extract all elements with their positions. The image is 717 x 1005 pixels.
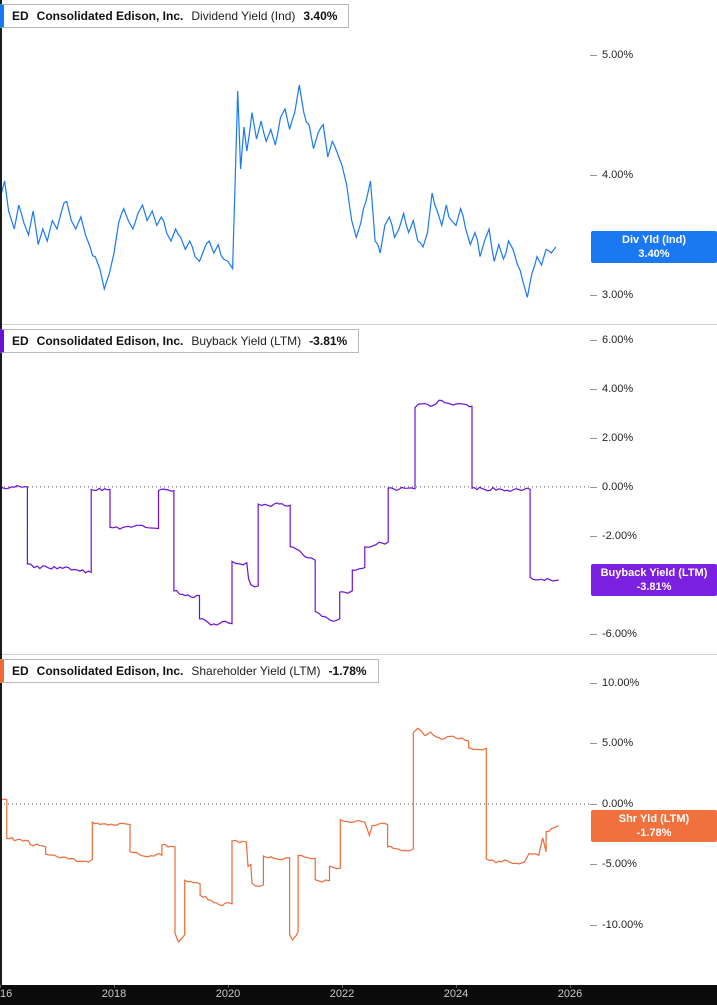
x-axis-tick-mark — [114, 985, 115, 988]
y-axis-tick-label: 0.00% — [602, 798, 634, 810]
chart-header-dividend-yield: ED Consolidated Edison, Inc. Dividend Yi… — [0, 4, 350, 28]
y-axis-tick-label: 4.00% — [602, 383, 634, 395]
tick-mark — [590, 486, 597, 488]
y-axis-shareholder-yield: Shr Yld (LTM) -1.78% 10.00% 5.00% 0.00% -5.… — [590, 655, 717, 985]
y-axis-tick: 5.00% — [590, 736, 633, 750]
ticker-symbol: ED — [12, 664, 29, 678]
tick-mark — [590, 682, 597, 684]
y-axis-tick: 4.00% — [590, 382, 633, 396]
y-axis-buyback-yield: Buyback Yield (LTM) -3.81% 6.00% 4.00% 2.0… — [590, 325, 717, 654]
badge-label: Shr Yld (LTM) — [618, 813, 690, 825]
series-current-value: -1.78% — [328, 664, 367, 678]
tick-mark — [590, 437, 597, 439]
y-axis-tick: 5.00% — [590, 48, 633, 62]
chart-header-buyback-yield: ED Consolidated Edison, Inc. Buyback Yie… — [0, 329, 360, 353]
y-axis-tick-label: 2.00% — [602, 432, 634, 444]
y-axis-tick-label: -6.00% — [602, 628, 637, 640]
y-axis-tick: -10.00% — [590, 918, 643, 932]
x-axis-tick-mark — [228, 985, 229, 988]
y-axis-tick-label: 5.00% — [602, 737, 634, 749]
tick-mark — [590, 388, 597, 390]
y-axis-tick: 0.00% — [590, 797, 633, 811]
tick-mark — [590, 803, 597, 805]
y-axis-tick: 10.00% — [590, 676, 639, 690]
y-axis-tick: -6.00% — [590, 627, 637, 641]
buyback-yield-line-chart[interactable] — [0, 325, 592, 655]
dividend-yield-line-chart[interactable] — [0, 0, 592, 325]
y-axis-tick: -2.00% — [590, 529, 637, 543]
y-axis-tick-label: 6.00% — [602, 334, 634, 346]
x-axis-label: 2016 — [0, 988, 13, 1000]
x-axis-tick-mark — [342, 985, 343, 988]
last-value-badge-buyback-yield: Buyback Yield (LTM) -3.81% — [591, 564, 717, 596]
panel-dividend-yield: ED Consolidated Edison, Inc. Dividend Yi… — [0, 0, 717, 325]
tick-mark — [590, 535, 597, 537]
panel-buyback-yield: ED Consolidated Edison, Inc. Buyback Yie… — [0, 325, 717, 655]
x-axis-time-strip[interactable]: 2016 2018 2020 2022 2024 2026 — [0, 985, 717, 1005]
series-label: Dividend Yield (Ind) — [191, 9, 296, 23]
x-axis-label: 2022 — [329, 988, 355, 1000]
y-axis-tick-label: -2.00% — [602, 530, 637, 542]
tick-mark — [590, 924, 597, 926]
tick-mark — [590, 633, 597, 635]
y-axis-tick: -5.00% — [590, 857, 637, 871]
x-axis-label: 2020 — [215, 988, 241, 1000]
company-name: Consolidated Edison, Inc. — [36, 9, 184, 23]
x-axis-tick-mark — [0, 985, 1, 988]
badge-value: -3.81% — [636, 581, 672, 593]
y-axis-tick-label: 10.00% — [602, 677, 640, 689]
y-axis-tick: 2.00% — [590, 431, 633, 445]
badge-value: 3.40% — [638, 248, 670, 260]
y-axis-tick-label: -5.00% — [602, 858, 637, 870]
x-axis-label: 2026 — [557, 988, 583, 1000]
y-axis-tick: 4.00% — [590, 168, 633, 182]
badge-label: Div Yld (Ind) — [622, 234, 686, 246]
y-axis-tick-label: 0.00% — [602, 481, 634, 493]
tick-mark — [590, 863, 597, 865]
series-current-value: 3.40% — [303, 9, 338, 23]
tick-mark — [590, 294, 597, 296]
y-axis-tick-label: 5.00% — [602, 49, 634, 61]
y-axis-tick: 6.00% — [590, 333, 633, 347]
y-axis-dividend-yield: Div Yld (Ind) 3.40% 5.00% 4.00% 3.00% — [590, 0, 717, 324]
last-value-badge-dividend-yield: Div Yld (Ind) 3.40% — [591, 231, 717, 263]
series-current-value: -3.81% — [309, 334, 348, 348]
y-axis-tick-label: -10.00% — [602, 919, 643, 931]
tick-mark — [590, 339, 597, 341]
ticker-symbol: ED — [12, 9, 29, 23]
y-axis-tick: 0.00% — [590, 480, 633, 494]
x-axis-tick-mark — [570, 985, 571, 988]
ticker-symbol: ED — [12, 334, 29, 348]
tick-mark — [590, 742, 597, 744]
badge-value: -1.78% — [636, 827, 672, 839]
company-name: Consolidated Edison, Inc. — [36, 664, 184, 678]
chart-left-border — [0, 0, 2, 985]
panel-shareholder-yield: ED Consolidated Edison, Inc. Shareholder… — [0, 655, 717, 985]
tick-mark — [590, 54, 597, 56]
tick-mark — [590, 174, 597, 176]
series-line-shareholder-yield — [0, 727, 559, 943]
last-value-badge-shareholder-yield: Shr Yld (LTM) -1.78% — [591, 810, 717, 842]
company-name: Consolidated Edison, Inc. — [36, 334, 184, 348]
y-axis-tick-label: 3.00% — [602, 289, 634, 301]
x-axis-label: 2024 — [443, 988, 469, 1000]
x-axis-tick-mark — [456, 985, 457, 988]
shareholder-yield-line-chart[interactable] — [0, 655, 592, 985]
y-axis-tick: 3.00% — [590, 288, 633, 302]
chart-header-shareholder-yield: ED Consolidated Edison, Inc. Shareholder… — [0, 659, 379, 683]
badge-label: Buyback Yield (LTM) — [600, 567, 708, 579]
series-label: Shareholder Yield (LTM) — [191, 664, 321, 678]
series-line-dividend-yield — [0, 84, 557, 298]
y-axis-tick-label: 4.00% — [602, 169, 634, 181]
x-axis-label: 2018 — [101, 988, 127, 1000]
series-line-buyback-yield — [0, 399, 559, 626]
series-label: Buyback Yield (LTM) — [191, 334, 302, 348]
